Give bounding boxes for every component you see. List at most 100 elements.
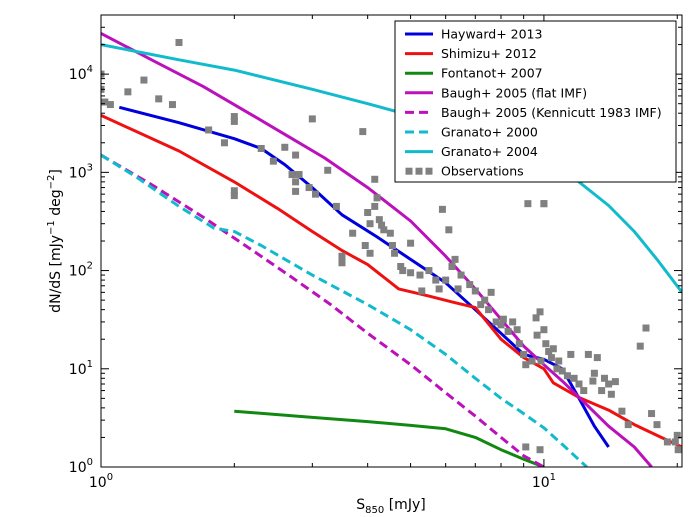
- observation-point: [673, 431, 681, 439]
- observation-point: [540, 326, 548, 334]
- observation-point: [445, 226, 453, 234]
- y-tick-label-base: 10: [69, 165, 87, 181]
- observation-point: [542, 340, 550, 348]
- observation-point: [168, 101, 176, 109]
- y-tick-label: 102: [69, 261, 93, 280]
- y-tick-label: 100: [69, 457, 93, 476]
- observation-point: [509, 318, 517, 326]
- y-tick-label-exponent: 1: [87, 359, 93, 370]
- observation-point: [545, 347, 553, 355]
- observation-point: [230, 187, 238, 195]
- observation-point: [515, 340, 523, 348]
- observation-point: [292, 187, 300, 195]
- observation-point: [547, 354, 555, 362]
- y-axis-label-part-a: dN/dS [mJy: [48, 235, 64, 313]
- observation-point: [418, 287, 426, 295]
- observation-point: [230, 113, 238, 121]
- legend-entry-granato-2000-label: Granato+ 2000: [441, 125, 538, 140]
- observation-point: [451, 255, 459, 263]
- observation-point: [380, 226, 388, 234]
- observation-point: [648, 410, 656, 418]
- x-tick-label-base: 10: [532, 475, 550, 491]
- y-axis-label: dN/dS [mJy−1 deg−2]: [46, 169, 64, 313]
- x-tick-label-exponent: 1: [550, 472, 556, 483]
- observation-point: [671, 438, 679, 446]
- observation-point: [636, 342, 644, 350]
- y-axis-label-superscript-1: −1: [46, 220, 57, 235]
- y-tick-label-base: 10: [69, 67, 87, 83]
- observation-point: [555, 357, 563, 365]
- y-tick-label-exponent: 3: [87, 162, 93, 173]
- observation-point: [492, 318, 500, 326]
- observation-point: [324, 166, 332, 174]
- y-tick-label: 101: [69, 359, 93, 378]
- observation-point: [497, 321, 505, 329]
- x-tick-label-base: 10: [89, 475, 107, 491]
- observation-point: [642, 324, 650, 332]
- x-axis-label-main: S: [356, 497, 365, 513]
- observation-point: [618, 407, 626, 415]
- observation-point: [332, 202, 340, 210]
- observation-point: [471, 287, 479, 295]
- legend-box: [394, 20, 677, 183]
- series-line-fontanot-2007: [234, 409, 545, 467]
- observation-point: [533, 331, 541, 339]
- observation-point: [567, 350, 575, 358]
- observation-point: [590, 369, 598, 377]
- series-line-granato-2000: [101, 153, 588, 467]
- observation-point: [407, 269, 415, 277]
- series-line-shimizu-2012: [101, 114, 682, 449]
- observation-point: [537, 357, 545, 365]
- observation-point: [513, 326, 521, 334]
- x-tick-label: 101: [532, 472, 556, 491]
- observation-point: [593, 354, 601, 362]
- observation-point: [407, 239, 415, 247]
- observation-point: [457, 271, 465, 279]
- observation-point: [292, 178, 300, 186]
- observation-point: [308, 115, 316, 123]
- observation-point: [416, 271, 424, 279]
- observation-point: [292, 151, 300, 159]
- observation-point: [305, 184, 313, 192]
- observation-point: [220, 139, 228, 147]
- observation-point: [366, 249, 374, 257]
- series-line-baugh-2005-kennicutt-1983-imf: [101, 153, 545, 467]
- y-axis-label-superscript-2: −2: [46, 175, 57, 190]
- x-axis-label: S850 [mJy]: [356, 497, 425, 516]
- observation-point: [522, 443, 530, 451]
- observation-point: [295, 171, 303, 179]
- legend-entry-shimizu-2012-label: Shimizu+ 2012: [441, 46, 537, 61]
- observation-point: [477, 301, 485, 309]
- observation-point: [663, 438, 671, 446]
- y-axis-label-part-c: ]: [48, 169, 64, 174]
- observation-point: [386, 229, 394, 237]
- observation-point: [532, 314, 540, 322]
- observation-point: [598, 387, 606, 395]
- observation-point: [536, 446, 544, 454]
- y-tick-label-base: 10: [69, 460, 87, 476]
- y-tick-label-exponent: 0: [87, 457, 93, 468]
- observation-point: [371, 202, 379, 210]
- legend-entry-observations-label: Observations: [441, 164, 524, 179]
- legend: Hayward+ 2013 Shimizu+ 2012 Fontanot+ 2007…: [394, 20, 677, 183]
- observation-point: [442, 276, 450, 284]
- observation-point: [338, 259, 346, 267]
- observation-point: [375, 216, 383, 224]
- observation-point: [338, 252, 346, 260]
- observation-point: [425, 267, 433, 275]
- observation-point: [349, 229, 357, 237]
- observation-point: [528, 357, 536, 365]
- x-axis-label-rest: [mJy]: [384, 497, 425, 513]
- observation-point: [605, 380, 613, 388]
- observation-point: [536, 308, 544, 316]
- observation-point: [388, 241, 396, 249]
- observation-point: [607, 390, 615, 398]
- observation-point: [575, 380, 583, 388]
- legend-entry-observations-marker: [425, 167, 433, 175]
- observation-point: [522, 361, 530, 369]
- observation-point: [481, 296, 489, 304]
- y-tick-label-exponent: 2: [87, 261, 93, 272]
- observation-point: [653, 421, 661, 429]
